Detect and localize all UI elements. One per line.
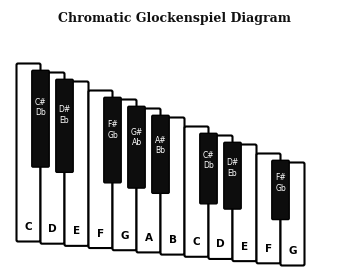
- Text: D: D: [48, 224, 57, 234]
- Text: G: G: [120, 231, 129, 241]
- FancyBboxPatch shape: [280, 163, 304, 265]
- FancyBboxPatch shape: [112, 100, 136, 250]
- Text: G: G: [288, 246, 297, 256]
- Text: A#
Bb: A# Bb: [155, 136, 166, 155]
- FancyBboxPatch shape: [41, 73, 64, 244]
- Text: Chromatic Glockenspiel Diagram: Chromatic Glockenspiel Diagram: [58, 12, 292, 25]
- FancyBboxPatch shape: [272, 160, 289, 220]
- FancyBboxPatch shape: [152, 115, 169, 193]
- Text: C#
Db: C# Db: [203, 151, 214, 170]
- Text: C: C: [193, 237, 200, 247]
- Text: F#
Gb: F# Gb: [275, 173, 286, 193]
- FancyBboxPatch shape: [128, 106, 145, 188]
- FancyBboxPatch shape: [136, 109, 161, 252]
- FancyBboxPatch shape: [89, 90, 112, 248]
- Text: C: C: [25, 222, 32, 232]
- FancyBboxPatch shape: [257, 154, 280, 263]
- FancyBboxPatch shape: [200, 133, 217, 204]
- Text: F: F: [265, 244, 272, 254]
- Text: E: E: [73, 226, 80, 236]
- Text: C#
Db: C# Db: [35, 98, 46, 117]
- FancyBboxPatch shape: [232, 144, 257, 261]
- Text: D#
Eb: D# Eb: [226, 158, 239, 178]
- FancyBboxPatch shape: [104, 97, 121, 183]
- Text: A: A: [145, 233, 153, 243]
- Text: D: D: [216, 239, 225, 249]
- Text: F: F: [97, 228, 104, 239]
- FancyBboxPatch shape: [64, 82, 89, 246]
- FancyBboxPatch shape: [56, 79, 73, 172]
- Text: E: E: [241, 242, 248, 252]
- Text: F#
Gb: F# Gb: [107, 120, 118, 140]
- FancyBboxPatch shape: [32, 70, 49, 167]
- Text: D#
Eb: D# Eb: [58, 105, 71, 125]
- FancyBboxPatch shape: [184, 127, 209, 257]
- Text: B: B: [168, 235, 176, 245]
- FancyBboxPatch shape: [16, 63, 41, 241]
- Text: G#
Ab: G# Ab: [130, 128, 143, 147]
- FancyBboxPatch shape: [209, 136, 232, 259]
- FancyBboxPatch shape: [161, 117, 184, 255]
- FancyBboxPatch shape: [224, 142, 241, 209]
